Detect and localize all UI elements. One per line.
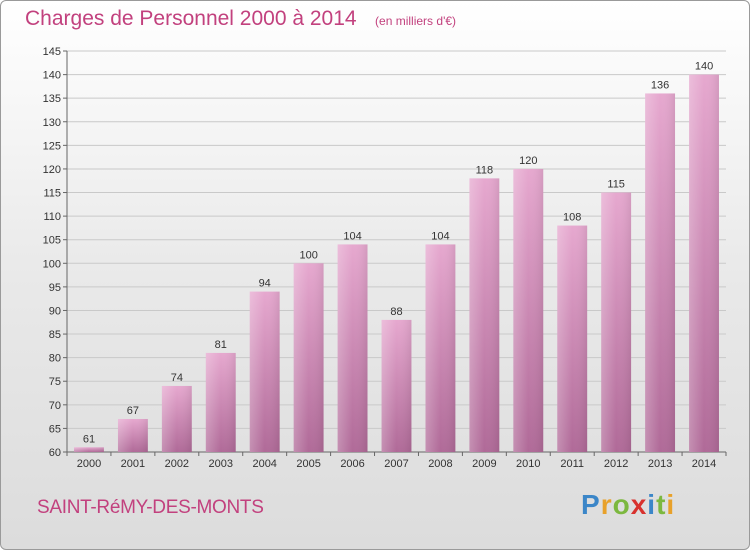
bar-shading xyxy=(249,291,280,452)
bar-value-label: 67 xyxy=(127,405,139,417)
bar-shading xyxy=(293,263,324,452)
bars xyxy=(74,74,719,453)
bar-value-label: 61 xyxy=(83,433,95,445)
y-tick-label: 130 xyxy=(43,117,61,129)
logo-letter: r xyxy=(600,489,613,520)
bar-shading xyxy=(381,319,412,452)
bar-value-label: 104 xyxy=(431,230,449,242)
bar-value-label: 100 xyxy=(299,249,317,261)
logo-letter: o xyxy=(612,489,631,520)
y-tick-label: 95 xyxy=(49,282,61,294)
y-tick-label: 75 xyxy=(49,376,61,388)
bar-shading xyxy=(425,244,456,452)
y-tick-label: 105 xyxy=(43,235,61,247)
y-tick-label: 115 xyxy=(43,188,61,200)
logo-letter: i xyxy=(666,489,676,520)
y-tick-label: 70 xyxy=(49,400,61,412)
bar-shading xyxy=(337,244,368,452)
y-tick-label: 85 xyxy=(49,329,61,341)
bar-value-label: 115 xyxy=(607,179,625,191)
x-tick-label: 2014 xyxy=(692,458,716,470)
x-tick-label: 2010 xyxy=(516,458,540,470)
bar-shading xyxy=(74,447,104,452)
x-tick-label: 2012 xyxy=(604,458,628,470)
y-tick-label: 125 xyxy=(43,140,61,152)
bar-value-label: 118 xyxy=(476,164,494,176)
bar-shading xyxy=(601,192,632,452)
bar-value-label: 88 xyxy=(390,306,402,318)
x-tick-label: 2000 xyxy=(77,458,101,470)
x-tick-label: 2006 xyxy=(340,458,364,470)
chart-subtitle: (en milliers d'€) xyxy=(375,14,457,28)
y-tick-label: 140 xyxy=(43,70,61,82)
y-tick-label: 135 xyxy=(43,93,61,105)
bar-shading xyxy=(689,74,719,453)
y-tick-label: 145 xyxy=(43,46,61,58)
bar-shading xyxy=(469,178,500,452)
x-tick-label: 2005 xyxy=(296,458,320,470)
bar-value-label: 136 xyxy=(651,79,669,91)
y-tick-label: 100 xyxy=(43,258,61,270)
bar-value-label: 108 xyxy=(563,212,581,224)
x-tick-label: 2001 xyxy=(121,458,145,470)
bar-shading xyxy=(117,418,148,452)
y-tick-label: 110 xyxy=(43,211,61,223)
bar-value-label: 94 xyxy=(259,278,271,290)
logo-letter: x xyxy=(630,489,648,520)
x-tick-label: 2003 xyxy=(209,458,233,470)
y-tick-label: 80 xyxy=(49,353,61,365)
bar-shading xyxy=(557,225,588,452)
y-tick-label: 90 xyxy=(49,305,61,317)
x-tick-label: 2009 xyxy=(472,458,496,470)
x-tick-label: 2007 xyxy=(384,458,408,470)
y-tick-label: 65 xyxy=(49,423,61,435)
logo-letter: P xyxy=(581,489,601,520)
bar-value-label: 140 xyxy=(695,61,713,73)
x-tick-label: 2011 xyxy=(560,458,584,470)
y-tick-label: 120 xyxy=(43,164,61,176)
bar-value-label: 104 xyxy=(343,230,361,242)
proxiti-logo: Proxiti xyxy=(581,489,675,521)
commune-name: SAINT-RéMY-DES-MONTS xyxy=(37,497,264,518)
bar-shading xyxy=(645,93,676,452)
axes: 60 65 70 75 80 85 90 95 100 105 110 115 120 125 130 135… xyxy=(43,46,727,470)
logo-letter: i xyxy=(647,489,657,520)
data-labels: 61 67 74 81 94 100 104 88 104 118 120 108 115 136 140 xyxy=(83,61,713,446)
x-tick-label: 2013 xyxy=(648,458,672,470)
x-tick-label: 2002 xyxy=(165,458,189,470)
y-tick-label: 60 xyxy=(49,447,61,459)
x-tick-label: 2008 xyxy=(428,458,452,470)
bar-shading xyxy=(205,352,236,452)
bar-value-label: 74 xyxy=(171,372,183,384)
bar-value-label: 81 xyxy=(215,339,227,351)
bar-value-label: 120 xyxy=(519,155,537,167)
x-tick-label: 2004 xyxy=(252,458,276,470)
title-row: Charges de Personnel 2000 à 2014 (en mil… xyxy=(25,7,456,37)
bar-shading xyxy=(513,168,544,453)
logo-letter: t xyxy=(656,489,667,520)
chart-title: Charges de Personnel 2000 à 2014 xyxy=(25,7,357,30)
bar-shading xyxy=(161,385,192,452)
